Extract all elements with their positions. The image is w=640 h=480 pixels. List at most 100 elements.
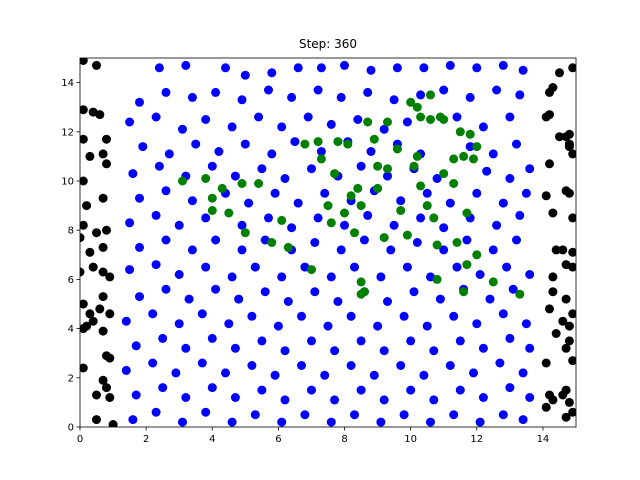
scatter-point — [373, 161, 383, 171]
scatter-point — [416, 90, 426, 100]
scatter-point — [439, 115, 449, 124]
scatter-point — [512, 139, 521, 149]
scatter-point — [548, 208, 558, 218]
scatter-point — [350, 410, 359, 420]
scatter-point — [151, 210, 161, 220]
scatter-point — [187, 245, 197, 255]
scatter-point — [151, 260, 161, 270]
scatter-point — [478, 343, 488, 353]
scatter-point — [396, 196, 406, 206]
scatter-point — [432, 174, 442, 183]
scatter-point — [465, 129, 475, 139]
scatter-point — [568, 149, 576, 159]
scatter-point — [283, 297, 293, 306]
scatter-point — [174, 319, 184, 329]
scatter-point — [449, 410, 459, 420]
scatter-point — [98, 326, 108, 336]
scatter-point — [161, 186, 171, 196]
scatter-point — [505, 112, 515, 122]
scatter-point — [518, 368, 528, 378]
scatter-point — [469, 368, 478, 378]
scatter-point — [439, 223, 449, 233]
scatter-point — [343, 139, 353, 149]
scatter-point — [445, 361, 455, 370]
scatter-point — [181, 343, 191, 353]
scatter-point — [356, 277, 366, 287]
y-tick-label: 14 — [61, 78, 74, 89]
scatter-point — [478, 393, 488, 402]
scatter-point — [257, 336, 267, 346]
scatter-point — [363, 210, 373, 220]
scatter-point — [409, 287, 419, 297]
scatter-point — [333, 137, 343, 147]
scatter-point — [277, 272, 287, 282]
scatter-point — [409, 161, 419, 171]
scatter-point — [379, 233, 389, 243]
scatter-point — [221, 63, 230, 73]
scatter-point — [561, 412, 571, 422]
x-tick-label: 14 — [537, 434, 550, 445]
scatter-point — [498, 309, 508, 319]
scatter-point — [422, 188, 432, 198]
scatter-point — [151, 112, 161, 122]
scatter-point — [376, 417, 386, 427]
scatter-point — [435, 294, 445, 304]
scatter-point — [366, 147, 376, 156]
scatter-point — [237, 220, 247, 230]
scatter-point — [521, 188, 531, 198]
scatter-point — [297, 361, 306, 370]
scatter-point — [452, 238, 462, 247]
scatter-point — [187, 92, 197, 102]
scatter-point — [439, 169, 449, 179]
x-tick-label: 6 — [275, 434, 281, 445]
scatter-point — [518, 65, 528, 75]
scatter-point — [356, 161, 366, 171]
scatter-point — [240, 70, 250, 80]
scatter-point — [564, 188, 574, 198]
chart-title: Step: 360 — [299, 37, 357, 51]
scatter-point — [131, 390, 141, 400]
scatter-point — [350, 262, 359, 272]
scatter-point — [564, 397, 574, 407]
scatter-point — [80, 267, 85, 277]
scatter-point — [340, 208, 349, 218]
scatter-point — [482, 166, 492, 176]
scatter-point — [462, 260, 472, 270]
scatter-point — [234, 294, 244, 304]
scatter-point — [492, 85, 502, 95]
scatter-point — [383, 164, 392, 174]
scatter-point — [462, 208, 472, 218]
scatter-point — [495, 358, 505, 368]
scatter-point — [148, 358, 158, 368]
scatter-point — [439, 85, 449, 95]
scatter-point — [475, 417, 485, 427]
scatter-point — [254, 179, 264, 188]
scatter-point — [422, 201, 432, 211]
scatter-point — [237, 95, 247, 105]
scatter-point — [502, 262, 512, 272]
scatter-point — [369, 134, 379, 144]
scatter-point — [207, 333, 217, 343]
scatter-point — [383, 297, 392, 306]
scatter-point — [472, 142, 482, 152]
scatter-point — [277, 122, 287, 132]
scatter-point — [237, 245, 247, 255]
scatter-point — [432, 240, 442, 250]
scatter-point — [98, 375, 108, 385]
scatter-point — [178, 124, 187, 134]
data-points — [80, 58, 576, 427]
scatter-point — [105, 309, 115, 319]
scatter-point — [135, 193, 144, 203]
scatter-point — [264, 85, 273, 95]
y-tick-label: 0 — [68, 423, 74, 434]
scatter-point — [201, 174, 211, 183]
scatter-point — [472, 188, 482, 198]
scatter-point — [138, 142, 148, 152]
scatter-point — [154, 63, 164, 73]
scatter-point — [416, 213, 426, 223]
scatter-point — [290, 137, 300, 147]
scatter-point — [373, 183, 383, 193]
scatter-point — [82, 201, 92, 211]
scatter-point — [197, 358, 207, 368]
